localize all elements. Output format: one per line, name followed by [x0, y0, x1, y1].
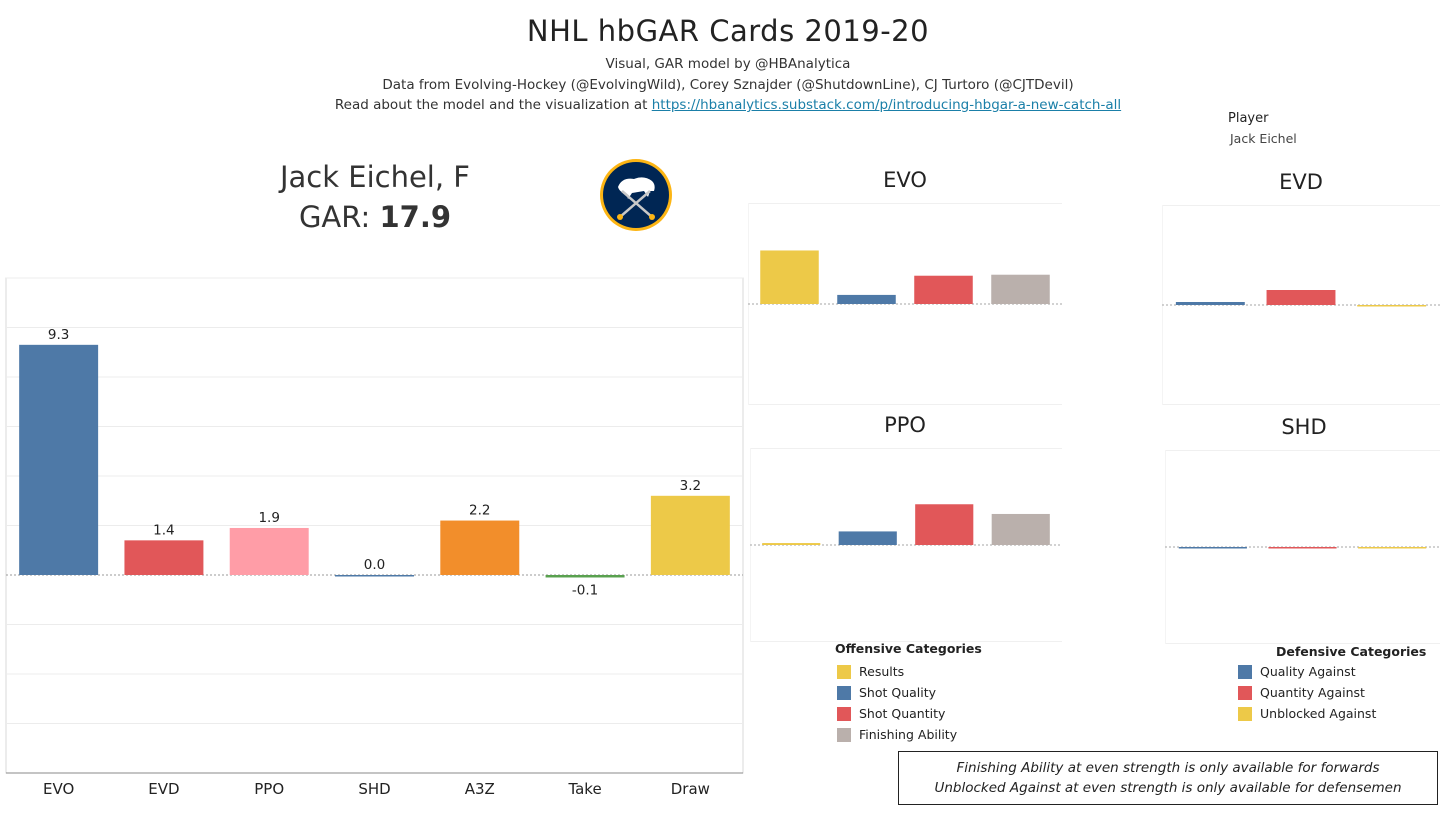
defensive-legend: Defensive Categories [1276, 644, 1426, 659]
defensive-legend-title: Defensive Categories [1276, 644, 1427, 659]
bar-quantity-against [1268, 547, 1337, 549]
bar-results [760, 250, 819, 304]
ppo-breakdown-chart [750, 448, 1062, 642]
data-label-evo: 9.3 [48, 327, 69, 343]
offensive-legend-item: Finishing Ability [837, 724, 982, 745]
bar-shot-quality [837, 294, 896, 304]
evd-chart-title: EVD [1279, 170, 1323, 194]
x-tick-shd: SHD [358, 780, 390, 798]
gar-value: 17.9 [379, 200, 452, 234]
x-tick-evo: EVO [43, 780, 74, 798]
data-label-take: -0.1 [572, 582, 598, 598]
x-tick-ppo: PPO [254, 780, 284, 798]
legend-label: Results [859, 664, 905, 679]
shd-chart-title: SHD [1281, 415, 1327, 439]
bar-shot-quality [838, 531, 897, 545]
ppo-chart-title: PPO [884, 413, 926, 437]
legend-swatch [837, 685, 851, 700]
legend-label: Quality Against [1260, 664, 1356, 679]
legend-label: Quantity Against [1260, 685, 1365, 700]
bar-quality-against [1178, 547, 1247, 549]
subtitle-read-more: Read about the model and the visualizati… [0, 97, 1456, 113]
offensive-legend-title: Offensive Categories [835, 641, 982, 656]
bar-quantity-against [1266, 290, 1336, 305]
subtitle-credit: Visual, GAR model by @HBAnalytica [605, 56, 851, 72]
subtitle-data-sources: Data from Evolving-Hockey (@EvolvingWild… [382, 77, 1074, 93]
bar-evo [19, 344, 99, 575]
main-gar-chart: 9.3 EVO 1.4 EVD 1.9 PPO 0.0 SHD 2.2 A3Z -0.1 Take 3.… [5, 277, 744, 798]
defensive-legend-item: Quality Against [1238, 661, 1376, 682]
bar-finishing-ability [991, 274, 1050, 304]
bar-a3z [440, 520, 520, 575]
note-line-forwards: Finishing Ability at even strength is on… [956, 760, 1380, 776]
sabres-logo-icon [600, 159, 672, 231]
data-label-a3z: 2.2 [469, 503, 490, 519]
x-tick-a3z: A3Z [465, 780, 495, 798]
evo-chart-title: EVO [883, 168, 927, 192]
page-title: NHL hbGAR Cards 2019-20 [526, 14, 930, 48]
legend-label: Shot Quantity [859, 706, 946, 721]
data-label-ppo: 1.9 [258, 510, 279, 526]
legend-swatch [1238, 685, 1252, 700]
data-label-evd: 1.4 [153, 522, 174, 538]
bar-finishing-ability [991, 513, 1050, 545]
defensive-legend-item: Unblocked Against [1238, 703, 1376, 724]
bar-quality-against [1175, 302, 1245, 305]
offensive-legend-item: Results [837, 661, 982, 682]
read-more-prefix: Read about the model and the visualizati… [334, 97, 652, 113]
evd-breakdown-chart [1162, 205, 1440, 405]
x-tick-evd: EVD [148, 780, 179, 798]
legend-swatch [837, 727, 851, 742]
x-tick-take: Take [567, 780, 601, 798]
offensive-legend: Offensive Categories Results Shot Quality… [835, 641, 982, 745]
bar-results [762, 543, 821, 545]
shd-breakdown-chart [1165, 450, 1440, 644]
note-line-defensemen: Unblocked Against at even strength is on… [934, 780, 1402, 796]
legend-swatch [837, 706, 851, 721]
bar-shot-quantity [915, 504, 974, 545]
defensive-legend-items: Quality Against Quantity Against Unblocked… [1238, 661, 1376, 724]
availability-note: Finishing Ability at even strength is on… [898, 751, 1438, 805]
legend-label: Finishing Ability [859, 727, 958, 742]
bar-ppo [229, 527, 309, 575]
legend-label: Shot Quality [859, 685, 937, 700]
bar-shot-quantity [914, 275, 973, 304]
legend-label: Unblocked Against [1260, 706, 1377, 721]
legend-swatch [837, 664, 851, 679]
bar-unblocked-against [1358, 547, 1427, 549]
bar-draw [650, 495, 730, 575]
gar-total: GAR: 17.9 [230, 200, 520, 234]
article-link[interactable]: https://hbanalytics.substack.com/p/intro… [651, 97, 1122, 113]
bar-unblocked-against [1357, 305, 1427, 307]
gar-prefix: GAR: [298, 200, 380, 234]
evo-breakdown-chart [748, 203, 1062, 405]
legend-swatch [1238, 664, 1252, 679]
data-label-shd: 0.0 [364, 557, 385, 573]
offensive-legend-item: Shot Quantity [837, 703, 982, 724]
bar-shd [335, 575, 414, 577]
player-name: Jack Eichel, F [279, 160, 470, 194]
x-tick-draw: Draw [671, 780, 710, 798]
legend-swatch [1238, 706, 1252, 721]
bar-evd [124, 540, 204, 575]
offensive-legend-item: Shot Quality [837, 682, 982, 703]
player-filter-value[interactable]: Jack Eichel [1230, 131, 1297, 146]
bar-take [545, 575, 625, 578]
player-filter-label: Player [1228, 111, 1269, 126]
defensive-legend-item: Quantity Against [1238, 682, 1376, 703]
data-label-draw: 3.2 [680, 478, 701, 494]
